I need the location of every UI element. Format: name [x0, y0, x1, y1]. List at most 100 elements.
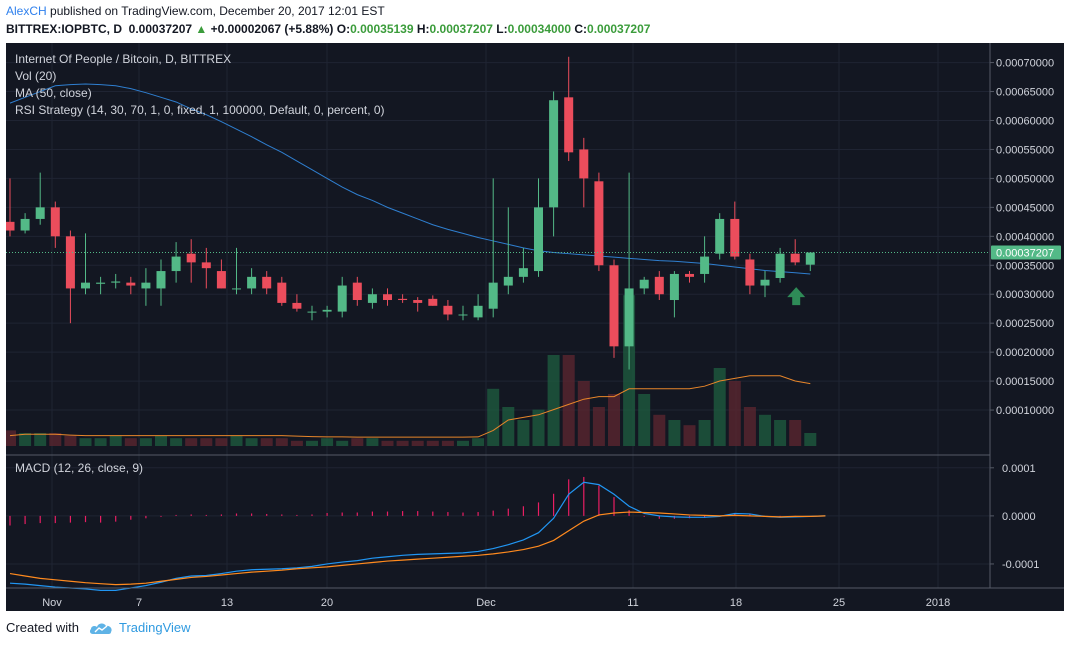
volume-bar — [683, 425, 696, 446]
legend-volume[interactable]: Vol (20) — [15, 69, 56, 83]
y-tick-label: 0.00035000 — [996, 260, 1054, 272]
candle-body — [518, 268, 528, 277]
macd-histogram — [9, 476, 796, 526]
candle-body — [398, 298, 408, 301]
volume-bar — [426, 440, 439, 446]
candle-body — [534, 207, 543, 272]
candle-body — [775, 253, 785, 279]
candle-body — [367, 294, 377, 303]
volume-ma-line — [9, 375, 811, 438]
volume-bar — [109, 435, 122, 446]
volume-bar — [290, 440, 303, 446]
x-tick-label: 13 — [221, 597, 233, 609]
x-tick-label: 2018 — [926, 597, 950, 609]
candle-body — [700, 256, 710, 274]
y-tick-label: 0.00025000 — [996, 318, 1054, 330]
y-tick-label: 0.00055000 — [996, 144, 1054, 156]
legend-macd[interactable]: MACD (12, 26, close, 9) — [15, 461, 143, 475]
y-tick-label: 0.00030000 — [996, 289, 1054, 301]
candle-body — [745, 259, 755, 286]
candle-body — [564, 97, 574, 153]
chart-svg[interactable]: 0.00070000 0.00065000 0.00060000 0.00055000… — [4, 43, 1064, 611]
volume-bar — [608, 394, 620, 446]
symbol-label: BITTREX:IOPBTC, D — [6, 22, 122, 36]
volume-bar — [728, 381, 741, 446]
volume-bar — [4, 430, 16, 446]
candlesticks — [5, 56, 815, 370]
x-tick-label: 25 — [833, 597, 845, 609]
candle-body — [760, 279, 770, 286]
candle-body — [81, 282, 90, 289]
moving-average-line — [9, 83, 811, 275]
candle-body — [201, 262, 211, 269]
volume-bar — [698, 420, 711, 446]
volume-bar — [638, 394, 651, 446]
publish-line: AlexCH published on TradingView.com, Dec… — [6, 4, 385, 18]
volume-bar — [713, 368, 726, 446]
volume-bars — [4, 295, 817, 446]
macd-tick-label: -0.0001 — [1002, 559, 1039, 571]
chart-area[interactable]: 0.00070000 0.00065000 0.00060000 0.00055000… — [4, 43, 1064, 611]
footer: Created with TradingView — [6, 620, 191, 635]
candle-body — [352, 282, 362, 301]
volume-bar — [562, 355, 575, 446]
candle-body — [669, 273, 679, 301]
volume-bar — [366, 438, 379, 446]
volume-bar — [230, 435, 243, 446]
volume-bar — [472, 438, 485, 446]
candle-body — [639, 279, 649, 289]
candle-body — [715, 218, 725, 254]
candle-body — [624, 288, 634, 347]
volume-bar — [396, 440, 409, 446]
volume-bar — [441, 440, 454, 446]
candle-body — [503, 276, 513, 286]
legend-ma[interactable]: MA (50, close) — [15, 86, 92, 100]
volume-bar — [260, 438, 273, 446]
volume-bar — [245, 438, 258, 446]
candle-body — [549, 100, 559, 208]
candle-body — [579, 149, 589, 179]
candle-body — [262, 276, 272, 289]
author-link[interactable]: AlexCH — [6, 4, 47, 18]
low-label: L: — [496, 22, 508, 36]
signal-line — [9, 511, 826, 586]
volume-bar — [275, 438, 288, 446]
price-axis[interactable]: 0.00070000 0.00065000 0.00060000 0.00055000… — [6, 43, 1054, 588]
time-axis[interactable]: Nov 7 13 20 Dec 11 18 25 2018 — [6, 587, 1064, 609]
candle-body — [277, 282, 287, 303]
legend-rsi[interactable]: RSI Strategy (14, 30, 70, 1, 0, fixed, 1… — [15, 103, 385, 117]
candle-body — [111, 281, 121, 283]
y-tick-label: 0.00065000 — [996, 87, 1054, 99]
macd-pane — [9, 476, 826, 592]
candle-body — [685, 273, 694, 277]
volume-bar — [457, 440, 469, 446]
volume-bar — [653, 414, 666, 446]
macd-tick-label: 0.0000 — [1002, 511, 1036, 523]
candle-body — [473, 305, 483, 318]
candle-body — [171, 256, 181, 272]
volume-bar — [306, 440, 318, 446]
x-tick-label: Nov — [42, 597, 62, 609]
macd-axis[interactable]: 0.0001 0.0000 -0.0001 — [990, 463, 1039, 571]
volume-bar — [79, 438, 92, 446]
x-tick-label: 11 — [627, 597, 638, 609]
close-value: 0.00037207 — [587, 22, 651, 36]
high-value: 0.00037207 — [429, 22, 493, 36]
candle-body — [443, 305, 453, 315]
tradingview-link[interactable]: TradingView — [118, 620, 191, 635]
y-tick-label: 0.00050000 — [996, 173, 1054, 185]
created-with-label: Created with — [6, 620, 79, 635]
candle-body — [594, 181, 604, 266]
volume-bar — [155, 435, 167, 446]
legend-title: Internet Of People / Bitcoin, D, BITTREX — [15, 52, 231, 66]
y-tick-label: 0.00015000 — [996, 376, 1054, 388]
volume-bar — [185, 438, 198, 446]
candle-body — [307, 311, 317, 313]
volume-bar — [381, 440, 394, 446]
candle-body — [126, 282, 136, 286]
volume-bar — [200, 438, 213, 446]
candle-body — [156, 271, 166, 289]
volume-bar — [336, 440, 349, 446]
volume-bar — [170, 438, 183, 446]
last-price-badge: 0.00037207 — [991, 245, 1061, 260]
